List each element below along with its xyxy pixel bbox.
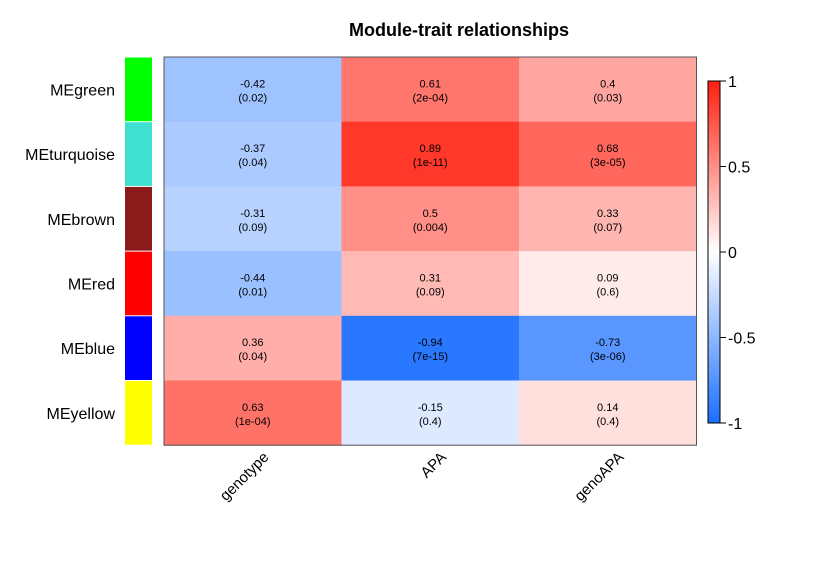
cell-correlation-label: -0.15 — [418, 402, 443, 414]
cell-pvalue-label: (0.6) — [596, 286, 619, 298]
cell-correlation-label: 0.36 — [242, 337, 263, 349]
row-color-swatch-MEturquoise — [125, 122, 152, 186]
row-color-swatch-MEyellow — [125, 381, 152, 445]
cell-pvalue-label: (0.04) — [238, 157, 267, 169]
heatmap-cell-MEyellow-APA — [341, 380, 520, 446]
colorbar: 1 0.5 0 -0.5 -1 — [707, 74, 756, 433]
colorbar-tick-label: -1 — [728, 416, 742, 433]
column-label-APA: APA — [417, 449, 449, 481]
cell-pvalue-label: (3e-06) — [590, 351, 625, 363]
heatmap-cell-MEblue-APA — [341, 315, 520, 381]
heatmap-cell-MEturquoise-genotype — [164, 121, 342, 187]
cell-pvalue-label: (1e-04) — [235, 416, 270, 428]
row-label-MEturquoise: MEturquoise — [25, 147, 115, 164]
heatmap-cell-MEbrown-genotype — [164, 186, 342, 252]
row-color-bars — [125, 57, 152, 445]
cell-correlation-label: 0.14 — [597, 402, 618, 414]
colorbar-ticks: 1 0.5 0 -0.5 -1 — [720, 74, 756, 433]
heatmap-cell-MEbrown-genoAPA — [519, 186, 697, 252]
cell-pvalue-label: (0.09) — [238, 222, 267, 234]
heatmap-cell-MEred-genoAPA — [519, 251, 697, 317]
cell-correlation-label: -0.42 — [240, 78, 265, 90]
cell-value-labels: -0.42 (0.02) 0.61 (2e-04) 0.4 (0.03) -0.37 (0.0… — [235, 78, 625, 428]
colorbar-tick-label: 1 — [728, 74, 737, 91]
heatmap-cell-MEred-genotype — [164, 251, 342, 317]
cell-pvalue-label: (0.004) — [413, 222, 448, 234]
heatmap-border — [163, 56, 697, 446]
cell-pvalue-label: (0.4) — [596, 416, 619, 428]
cell-pvalue-label: (1e-11) — [413, 157, 448, 169]
cell-pvalue-label: (0.03) — [593, 92, 622, 104]
row-labels: MEgreen MEturquoise MEbrown MEred MEblue MEye… — [25, 82, 115, 423]
colorbar-tick-label: 0 — [728, 245, 737, 262]
heatmap-cell-MEblue-genotype — [164, 315, 342, 381]
row-label-MEyellow: MEyellow — [47, 406, 116, 423]
row-label-MEbrown: MEbrown — [47, 212, 115, 229]
heatmap-cell-MEyellow-genoAPA — [519, 380, 697, 446]
row-color-swatch-MEblue — [125, 316, 152, 380]
cell-correlation-label: 0.33 — [597, 208, 618, 220]
row-color-swatch-MEbrown — [125, 186, 152, 251]
heatmap-cell-MEgreen-genoAPA — [519, 57, 697, 123]
cell-correlation-label: -0.31 — [240, 208, 265, 220]
row-label-MEgreen: MEgreen — [50, 82, 115, 99]
cell-pvalue-label: (7e-15) — [413, 351, 448, 363]
cell-correlation-label: 0.68 — [597, 143, 618, 155]
cell-pvalue-label: (0.4) — [419, 416, 442, 428]
cell-correlation-label: -0.37 — [240, 143, 265, 155]
chart-title: Module-trait relationships — [349, 20, 569, 40]
cell-correlation-label: 0.31 — [420, 272, 441, 284]
cell-pvalue-label: (2e-04) — [413, 92, 448, 104]
colorbar-tick-label: 0.5 — [728, 160, 750, 177]
heatmap-cell-MEturquoise-genoAPA — [519, 121, 697, 187]
column-label-genoAPA: genoAPA — [571, 449, 627, 505]
cell-pvalue-label: (3e-05) — [590, 157, 625, 169]
cell-correlation-label: -0.94 — [418, 337, 443, 349]
colorbar-tick-label: -0.5 — [728, 331, 756, 348]
cell-pvalue-label: (0.04) — [238, 351, 267, 363]
colorbar-gradient — [707, 80, 721, 424]
cell-pvalue-label: (0.01) — [238, 286, 267, 298]
heatmap-cell-MEyellow-genotype — [164, 380, 342, 446]
cell-correlation-label: 0.4 — [600, 78, 615, 90]
cell-correlation-label: 0.61 — [420, 78, 441, 90]
row-label-MEblue: MEblue — [61, 341, 115, 358]
heatmap-cell-MEgreen-genotype — [164, 57, 342, 123]
cell-correlation-label: 0.5 — [423, 208, 438, 220]
heatmap-cell-MEblue-genoAPA — [519, 315, 697, 381]
row-color-swatch-MEred — [125, 251, 152, 316]
heatmap-cell-MEturquoise-APA — [341, 121, 520, 187]
cell-pvalue-label: (0.09) — [416, 286, 445, 298]
cell-correlation-label: -0.73 — [595, 337, 620, 349]
row-label-MEred: MEred — [68, 276, 115, 293]
cell-correlation-label: 0.09 — [597, 272, 618, 284]
cell-pvalue-label: (0.07) — [593, 222, 622, 234]
cell-correlation-label: 0.63 — [242, 402, 263, 414]
row-color-swatch-MEgreen — [125, 57, 152, 122]
cell-pvalue-label: (0.02) — [238, 92, 267, 104]
heatmap-cell-MEgreen-APA — [341, 57, 520, 123]
column-label-genotype: genotype — [217, 449, 273, 505]
heatmap-cell-MEred-APA — [341, 251, 520, 317]
heatmap-cells — [164, 57, 697, 446]
column-labels: genotype APA genoAPA — [217, 449, 628, 505]
cell-correlation-label: 0.89 — [420, 143, 441, 155]
cell-correlation-label: -0.44 — [240, 272, 265, 284]
heatmap-cell-MEbrown-APA — [341, 186, 520, 252]
